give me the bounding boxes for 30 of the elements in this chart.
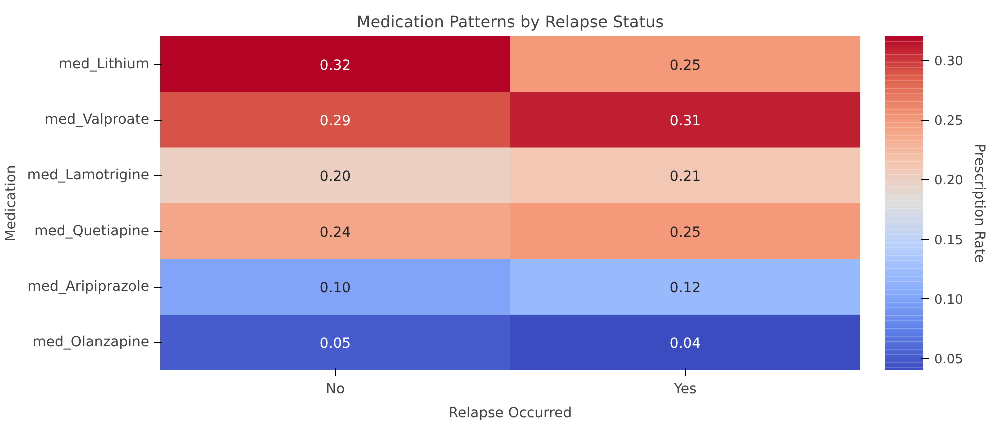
y-axis-title: Medication xyxy=(3,165,20,242)
data-label: 0.12 xyxy=(670,280,702,296)
y-tick-label: med_Lithium xyxy=(58,56,150,72)
data-label: 0.04 xyxy=(670,336,702,352)
chart-title: Medication Patterns by Relapse Status xyxy=(356,12,664,32)
y-tick-label: med_Lamotrigine xyxy=(27,168,150,184)
y-tick-label: med_Valproate xyxy=(44,112,150,128)
data-label: 0.31 xyxy=(670,114,702,130)
data-label: 0.24 xyxy=(320,224,352,241)
y-tick-label: med_Aripiprazole xyxy=(28,279,150,295)
data-label: 0.20 xyxy=(320,169,352,186)
color-bar-label: 0.20 xyxy=(934,174,964,189)
color-bar-label: 0.30 xyxy=(934,54,964,70)
data-label: 0.29 xyxy=(320,114,352,130)
y-tick-label: med_Quetiapine xyxy=(34,223,150,240)
data-label: 0.25 xyxy=(670,58,702,74)
color-bar-label: 0.25 xyxy=(934,114,964,129)
x-axis-title: Relapse Occurred xyxy=(448,406,572,422)
data-label: 0.25 xyxy=(670,224,702,241)
color-bar-title: Prescription Rate xyxy=(971,144,988,264)
x-tick-label: Yes xyxy=(673,382,697,398)
y-tick-label: med_Olanzapine xyxy=(32,334,150,351)
color-bar-label: 0.05 xyxy=(934,352,964,368)
color-bar-label: 0.10 xyxy=(934,292,964,308)
x-tick-label: No xyxy=(326,382,346,398)
data-label: 0.32 xyxy=(320,58,352,74)
data-label: 0.10 xyxy=(320,280,352,296)
data-label: 0.21 xyxy=(670,169,702,186)
color-bar-label: 0.15 xyxy=(934,233,964,248)
data-label: 0.05 xyxy=(320,336,352,352)
